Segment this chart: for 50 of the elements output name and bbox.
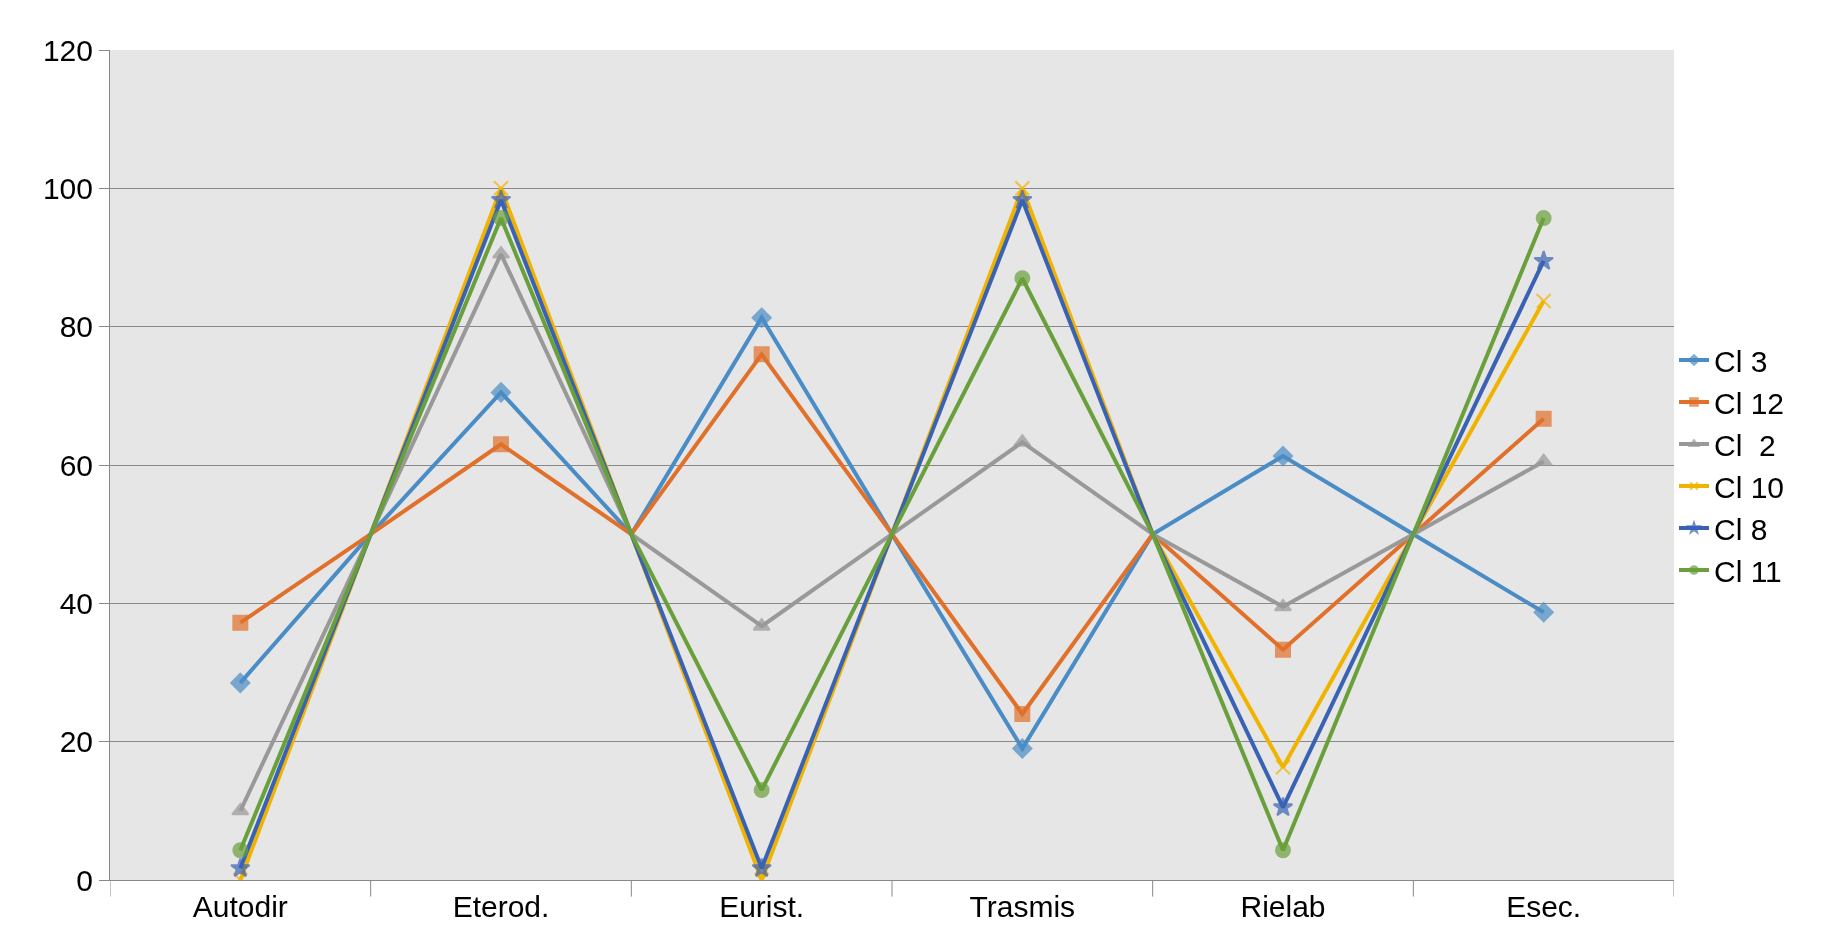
- point: [751, 857, 772, 878]
- point: [493, 210, 509, 227]
- y-tick-label: 100: [42, 171, 93, 205]
- x-tick-label: Rielab: [1240, 890, 1326, 923]
- point: [230, 672, 251, 693]
- point: [232, 842, 249, 859]
- point: [1014, 270, 1031, 287]
- point: [493, 180, 509, 197]
- x-tick-label: Eterod.: [452, 890, 550, 923]
- legend-label: Cl 3: [1714, 344, 1768, 378]
- point: [1534, 453, 1553, 467]
- point: [230, 857, 251, 878]
- point: [490, 382, 512, 403]
- point: [1533, 250, 1554, 270]
- point: [231, 802, 250, 816]
- y-tick-label: 40: [59, 586, 93, 620]
- point: [753, 782, 770, 799]
- point: [1275, 842, 1291, 859]
- x-tick-label: Eurist.: [719, 890, 805, 923]
- point: [1272, 796, 1294, 817]
- point: [490, 189, 512, 210]
- point: [1273, 598, 1293, 612]
- y-tick-label: 20: [59, 725, 93, 759]
- point: [751, 307, 772, 328]
- point: [1012, 738, 1033, 759]
- point: [1014, 180, 1031, 197]
- y-tick-label: 0: [76, 863, 93, 897]
- point: [232, 614, 249, 631]
- legend-label: Cl 2: [1714, 428, 1776, 462]
- point: [1012, 189, 1033, 210]
- y-tick-label: 120: [42, 33, 93, 67]
- point: [1014, 706, 1031, 722]
- x-tick-label: Esec.: [1506, 890, 1582, 923]
- point: [1535, 293, 1552, 310]
- point: [1533, 602, 1554, 623]
- legend-label: Cl 10: [1714, 470, 1785, 504]
- point: [1535, 410, 1552, 427]
- point: [1275, 759, 1291, 776]
- point: [493, 436, 509, 453]
- x-tick-label: Trasmis: [969, 890, 1076, 923]
- legend-label: Cl 8: [1714, 512, 1768, 546]
- legend-label: Cl 12: [1714, 386, 1785, 420]
- legend-label: Cl 11: [1714, 554, 1782, 588]
- y-tick-label: 80: [59, 310, 93, 344]
- point: [1272, 445, 1294, 467]
- point: [753, 346, 770, 363]
- y-tick-label: 60: [59, 448, 93, 482]
- x-tick-label: Autodir: [192, 890, 288, 923]
- point: [1275, 641, 1291, 658]
- point: [1535, 210, 1552, 227]
